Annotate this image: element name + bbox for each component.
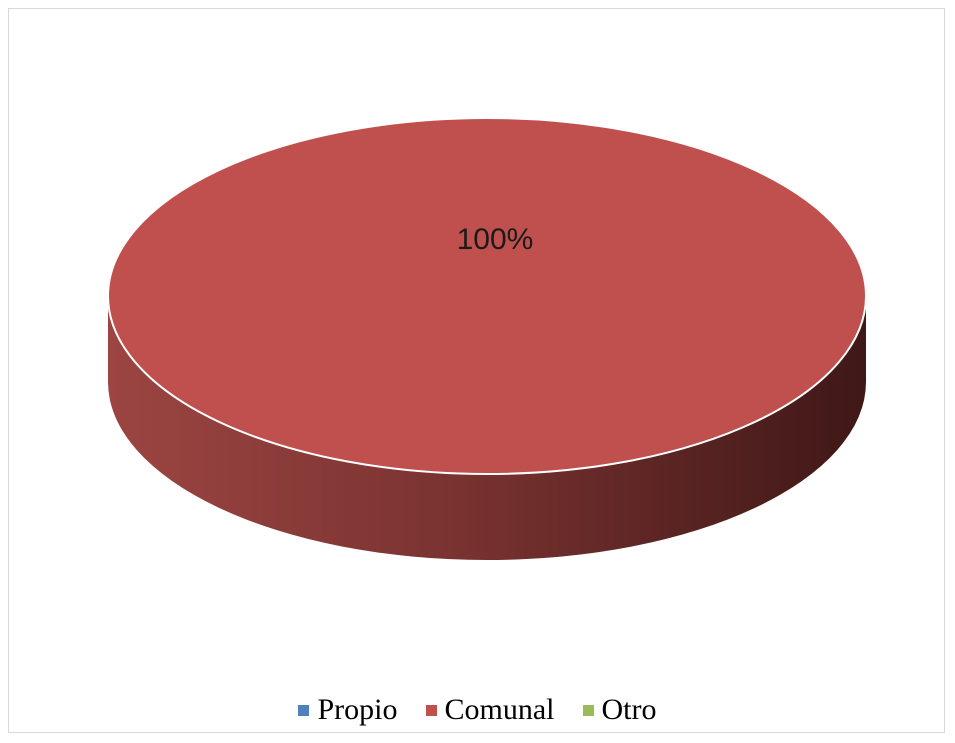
legend-label-propio: Propio [317,693,398,726]
legend: Propio Comunal Otro [0,690,955,730]
legend-swatch-comunal [425,704,437,716]
data-label-comunal: 100% [457,223,534,256]
legend-item-otro: Otro [582,693,657,727]
legend-item-comunal: Comunal [425,693,555,727]
pie-slice-comunal-side [108,296,866,560]
legend-swatch-otro [582,704,594,716]
legend-label-comunal: Comunal [444,693,555,726]
legend-label-otro: Otro [601,693,657,726]
legend-swatch-propio [298,704,310,716]
pie-slice-comunal [107,117,867,475]
legend-item-propio: Propio [298,693,398,727]
